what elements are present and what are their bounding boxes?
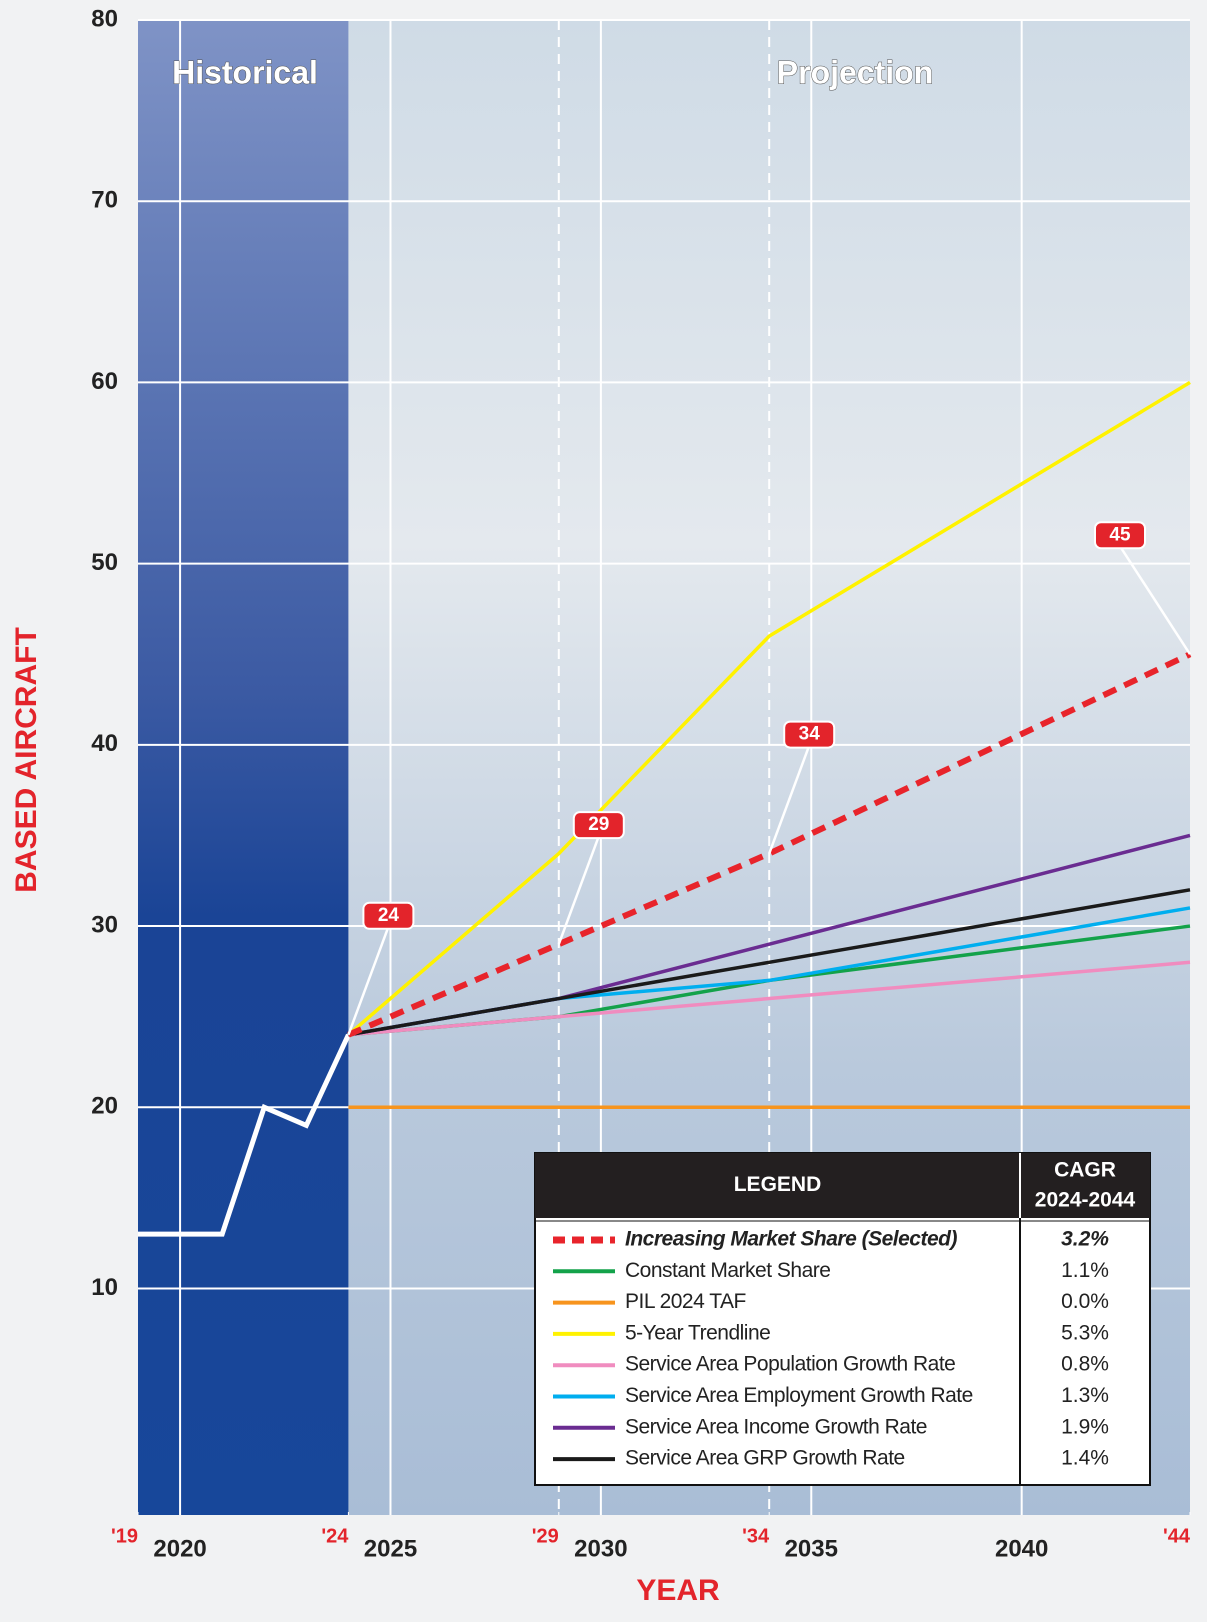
y-tick-label: 10 xyxy=(91,1274,118,1301)
callout-box xyxy=(362,901,415,930)
y-tick-label: 80 xyxy=(91,5,118,32)
x-tick-label: 2030 xyxy=(574,1535,627,1562)
series-line xyxy=(347,651,1192,1038)
x-marker-label: '19 xyxy=(111,1525,138,1547)
callout-line xyxy=(768,745,811,855)
data-label: 29 xyxy=(588,814,609,835)
legend-value: 0.0% xyxy=(1061,1290,1109,1313)
y-axis-label: BASED AIRCRAFT xyxy=(10,627,43,893)
legend-label: 5-Year Trendline xyxy=(625,1321,770,1344)
legend-value: 3.2% xyxy=(1061,1228,1109,1251)
historical-line xyxy=(138,1033,351,1237)
legend-label: PIL 2024 TAF xyxy=(625,1290,746,1313)
legend-label: Service Area Income Growth Rate xyxy=(625,1415,927,1438)
y-tick-label: 30 xyxy=(91,911,118,938)
region-label: Projection xyxy=(777,54,933,90)
data-label: 45 xyxy=(1109,524,1131,545)
x-tick-label: 2035 xyxy=(785,1535,838,1562)
callout-box xyxy=(572,811,625,840)
callout-line xyxy=(347,926,390,1036)
callout-line xyxy=(1118,545,1192,655)
legend-value-title: CAGR xyxy=(1054,1159,1116,1182)
x-tick-label: 2040 xyxy=(995,1535,1048,1562)
legend-title: LEGEND xyxy=(734,1173,822,1196)
x-marker-label: '34 xyxy=(742,1525,770,1547)
legend-value: 1.1% xyxy=(1061,1259,1109,1282)
legend-label: Service Area Employment Growth Rate xyxy=(625,1384,973,1407)
x-axis-label: YEAR xyxy=(636,1574,720,1607)
y-tick-label: 40 xyxy=(91,730,118,757)
y-tick-label: 70 xyxy=(91,187,118,214)
series-line xyxy=(348,960,1191,1037)
y-tick-label: 20 xyxy=(91,1093,118,1120)
legend-label: Constant Market Share xyxy=(625,1259,830,1282)
x-tick-label: 2020 xyxy=(153,1535,206,1562)
legend-value: 1.3% xyxy=(1061,1384,1109,1407)
legend-label: Service Area GRP Growth Rate xyxy=(625,1447,905,1470)
y-tick-label: 60 xyxy=(91,368,118,395)
series-line xyxy=(347,380,1191,1037)
historical-band xyxy=(138,20,349,1515)
x-marker-label: '24 xyxy=(321,1525,349,1547)
legend-header xyxy=(535,1153,1150,1218)
legend-value: 1.9% xyxy=(1061,1415,1109,1438)
callout-box xyxy=(783,720,836,749)
x-marker-label: '29 xyxy=(532,1525,559,1547)
callout-line xyxy=(557,835,600,945)
region-label: Historical xyxy=(172,54,318,90)
x-marker-label: '44 xyxy=(1163,1525,1191,1547)
data-label: 34 xyxy=(799,724,821,745)
data-label: 24 xyxy=(378,905,400,926)
y-tick-label: 50 xyxy=(91,549,118,576)
legend-value: 5.3% xyxy=(1061,1321,1109,1344)
legend-label: Service Area Population Growth Rate xyxy=(625,1353,955,1376)
legend-label: Increasing Market Share (Selected) xyxy=(625,1228,957,1251)
legend-value: 0.8% xyxy=(1061,1353,1109,1376)
series-line xyxy=(348,888,1191,1037)
x-tick-label: 2025 xyxy=(364,1535,417,1562)
callout-box xyxy=(1094,521,1146,550)
legend-value-title: 2024-2044 xyxy=(1035,1189,1136,1212)
legend-value: 1.4% xyxy=(1061,1447,1109,1470)
